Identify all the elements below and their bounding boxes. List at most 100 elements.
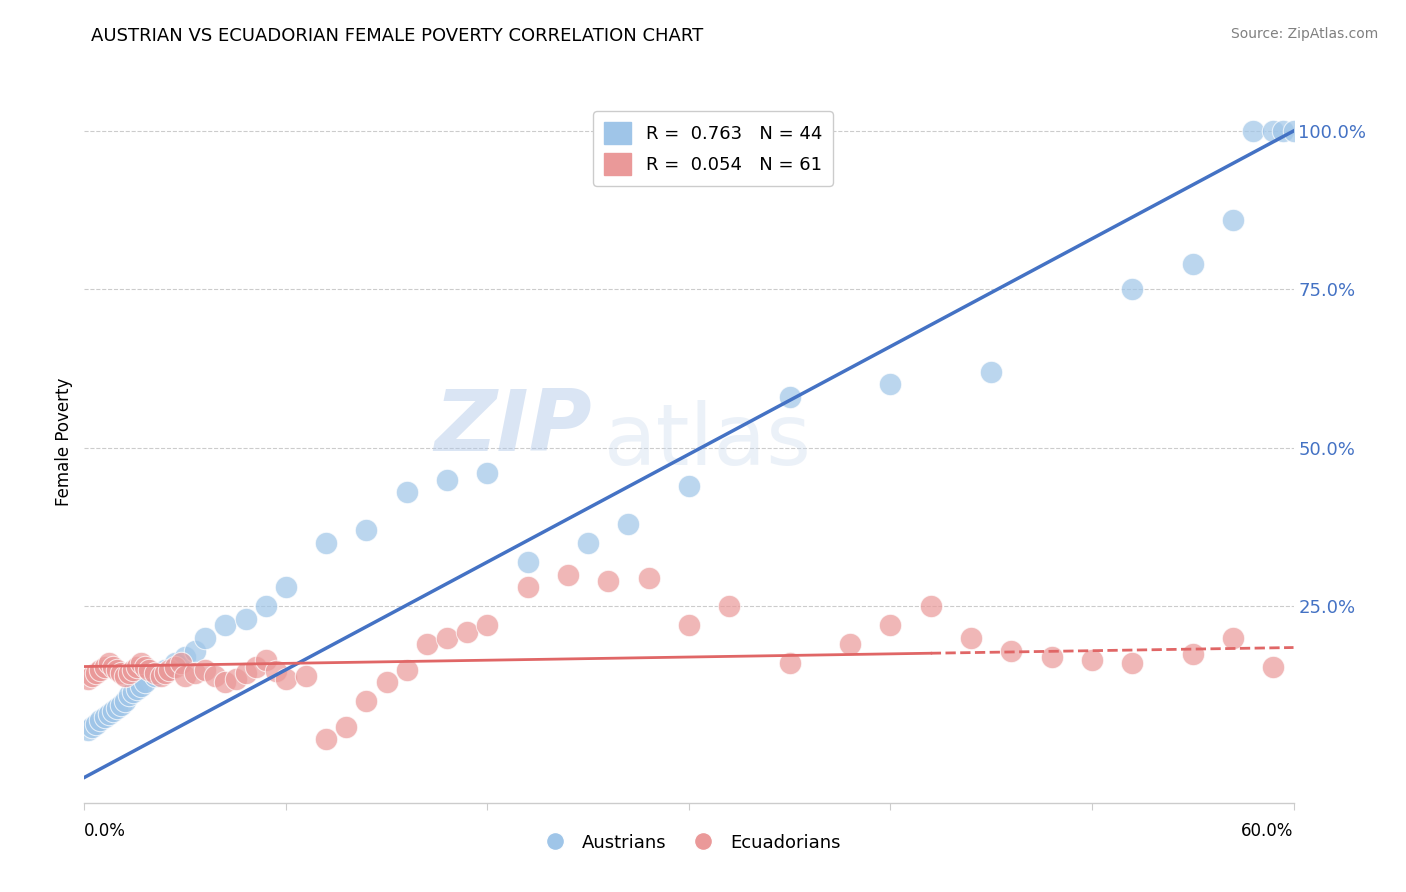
Point xyxy=(1222,212,1244,227)
Point xyxy=(1081,653,1104,667)
Point xyxy=(134,659,156,673)
Point xyxy=(86,665,108,680)
Point xyxy=(1181,257,1204,271)
Point xyxy=(436,631,458,645)
Legend: Austrians, Ecuadorians: Austrians, Ecuadorians xyxy=(530,826,848,859)
Point xyxy=(1263,659,1285,673)
Point xyxy=(143,669,166,683)
Point xyxy=(436,473,458,487)
Point xyxy=(254,653,277,667)
Point xyxy=(718,599,741,614)
Point xyxy=(356,523,378,537)
Point xyxy=(879,377,901,392)
Point xyxy=(980,365,1002,379)
Point xyxy=(1040,650,1063,665)
Point xyxy=(779,657,801,671)
Point xyxy=(89,714,111,728)
Point xyxy=(274,672,297,686)
Point xyxy=(204,669,226,683)
Point xyxy=(879,618,901,632)
Point xyxy=(125,659,148,673)
Point xyxy=(149,669,172,683)
Point xyxy=(110,698,132,712)
Point xyxy=(97,707,120,722)
Point xyxy=(114,694,136,708)
Point xyxy=(477,467,499,481)
Point xyxy=(678,618,700,632)
Point xyxy=(245,659,267,673)
Point xyxy=(118,665,141,680)
Point xyxy=(1181,647,1204,661)
Point xyxy=(235,612,257,626)
Point xyxy=(1000,643,1022,657)
Point xyxy=(254,599,277,614)
Point xyxy=(184,665,207,680)
Point xyxy=(93,710,115,724)
Point xyxy=(82,720,104,734)
Point xyxy=(274,580,297,594)
Point xyxy=(516,555,538,569)
Point xyxy=(617,516,640,531)
Point xyxy=(153,663,176,677)
Text: AUSTRIAN VS ECUADORIAN FEMALE POVERTY CORRELATION CHART: AUSTRIAN VS ECUADORIAN FEMALE POVERTY CO… xyxy=(91,27,703,45)
Point xyxy=(779,390,801,404)
Point xyxy=(77,672,100,686)
Point xyxy=(101,704,124,718)
Point xyxy=(129,657,152,671)
Point xyxy=(157,663,180,677)
Point xyxy=(214,675,236,690)
Y-axis label: Female Poverty: Female Poverty xyxy=(55,377,73,506)
Point xyxy=(82,669,104,683)
Point xyxy=(105,663,128,677)
Point xyxy=(416,637,439,651)
Point xyxy=(93,659,115,673)
Point xyxy=(1282,124,1305,138)
Point xyxy=(1263,124,1285,138)
Point xyxy=(264,664,287,678)
Point xyxy=(110,665,132,680)
Point xyxy=(456,624,478,639)
Point xyxy=(174,650,197,665)
Point xyxy=(101,659,124,673)
Point xyxy=(598,574,620,588)
Text: Source: ZipAtlas.com: Source: ZipAtlas.com xyxy=(1230,27,1378,41)
Point xyxy=(134,675,156,690)
Point xyxy=(557,567,579,582)
Point xyxy=(114,669,136,683)
Point xyxy=(839,637,862,651)
Point xyxy=(153,665,176,680)
Point xyxy=(121,685,143,699)
Text: 0.0%: 0.0% xyxy=(84,822,127,839)
Point xyxy=(105,700,128,714)
Point xyxy=(1121,282,1143,296)
Point xyxy=(77,723,100,737)
Point xyxy=(356,694,378,708)
Point xyxy=(576,536,599,550)
Point xyxy=(516,580,538,594)
Point xyxy=(477,618,499,632)
Point xyxy=(143,665,166,680)
Point xyxy=(170,657,193,671)
Point xyxy=(89,663,111,677)
Point xyxy=(184,643,207,657)
Point xyxy=(125,681,148,696)
Point xyxy=(214,618,236,632)
Point xyxy=(118,688,141,702)
Point xyxy=(637,571,659,585)
Point xyxy=(194,631,217,645)
Point xyxy=(1222,631,1244,645)
Point xyxy=(225,672,247,686)
Point xyxy=(335,720,357,734)
Point xyxy=(395,485,418,500)
Point xyxy=(129,679,152,693)
Point xyxy=(920,599,942,614)
Point xyxy=(678,479,700,493)
Point xyxy=(1241,124,1264,138)
Point xyxy=(121,663,143,677)
Point xyxy=(165,657,187,671)
Text: atlas: atlas xyxy=(605,400,813,483)
Text: ZIP: ZIP xyxy=(434,385,592,468)
Point xyxy=(315,732,337,747)
Point xyxy=(97,657,120,671)
Point xyxy=(315,536,337,550)
